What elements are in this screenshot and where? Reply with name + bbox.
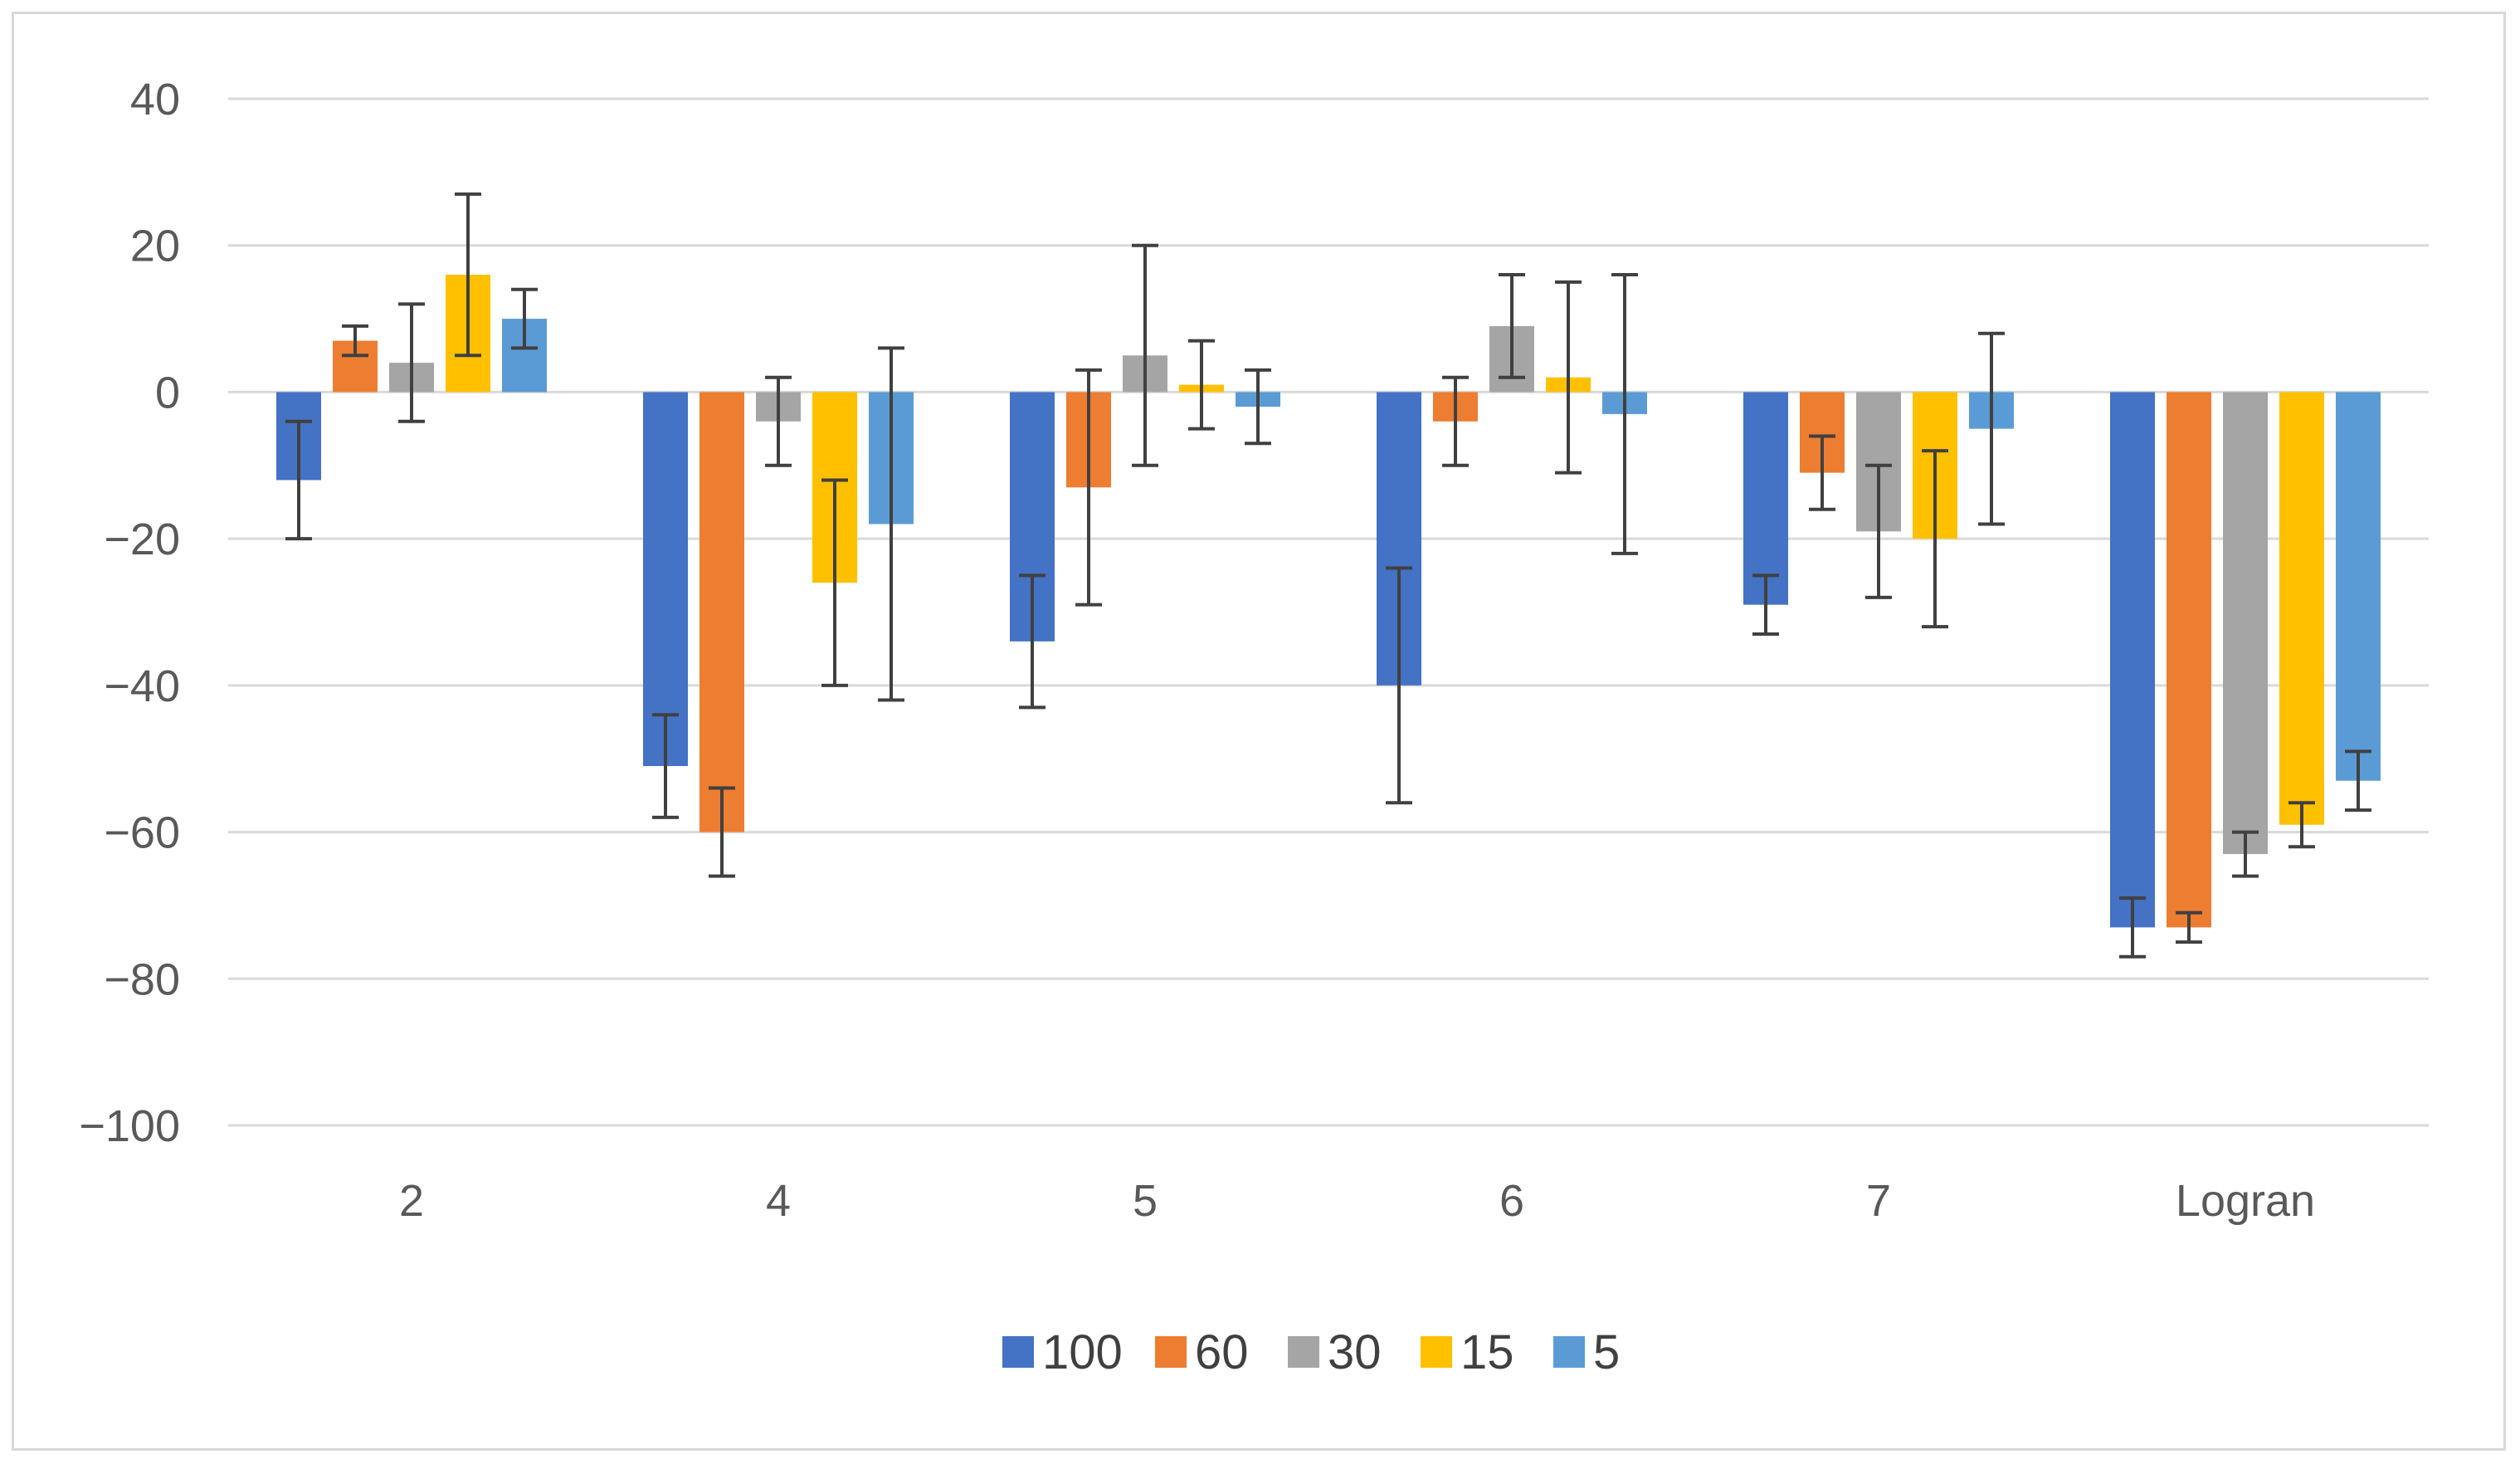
bar bbox=[1743, 392, 1788, 605]
bar bbox=[2110, 392, 2155, 928]
y-tick-label: −40 bbox=[104, 661, 180, 711]
bar bbox=[2279, 392, 2324, 825]
y-axis-ticks: 40 20 0 −20 −40 −60 −80 −100 bbox=[79, 75, 180, 1151]
legend-label: 5 bbox=[1593, 1325, 1620, 1379]
legend-swatch bbox=[1421, 1336, 1452, 1368]
bar bbox=[2336, 392, 2381, 781]
bar bbox=[699, 392, 744, 832]
y-tick-label: −60 bbox=[104, 808, 180, 858]
bar bbox=[2223, 392, 2268, 855]
legend-swatch bbox=[1155, 1336, 1187, 1368]
x-tick-label: 7 bbox=[1866, 1176, 1891, 1226]
bar-chart: 40 20 0 −20 −40 −60 −80 −100 2 4 5 6 7 Logran 100 60 3… bbox=[79, 75, 2429, 1379]
legend-swatch bbox=[1553, 1336, 1585, 1368]
bar bbox=[2167, 392, 2211, 928]
y-tick-label: −20 bbox=[104, 515, 180, 564]
y-tick-label: 0 bbox=[155, 368, 180, 417]
y-tick-label: 40 bbox=[130, 75, 180, 124]
legend: 100 60 30 15 5 bbox=[1002, 1325, 1620, 1379]
x-tick-label: 4 bbox=[766, 1176, 791, 1226]
y-tick-label: −80 bbox=[104, 954, 180, 1004]
legend-swatch bbox=[1288, 1336, 1319, 1368]
x-tick-label: 5 bbox=[1133, 1176, 1158, 1226]
legend-label: 100 bbox=[1042, 1325, 1123, 1379]
x-tick-label: 2 bbox=[399, 1176, 424, 1226]
chart-container: 40 20 0 −20 −40 −60 −80 −100 2 4 5 6 7 Logran 100 60 3… bbox=[12, 12, 2506, 1451]
x-axis-ticks: 2 4 5 6 7 Logran bbox=[399, 1176, 2315, 1226]
legend-label: 30 bbox=[1328, 1325, 1382, 1379]
error-bars bbox=[285, 192, 2371, 959]
y-tick-label: 20 bbox=[130, 222, 180, 271]
y-tick-label: −100 bbox=[79, 1101, 180, 1151]
x-tick-label: 6 bbox=[1499, 1176, 1524, 1226]
bar bbox=[643, 392, 688, 767]
gridlines bbox=[228, 97, 2429, 1127]
x-tick-label: Logran bbox=[2176, 1176, 2315, 1226]
legend-swatch bbox=[1002, 1336, 1034, 1368]
legend-label: 15 bbox=[1460, 1325, 1514, 1379]
legend-label: 60 bbox=[1195, 1325, 1249, 1379]
bars bbox=[276, 275, 2381, 928]
